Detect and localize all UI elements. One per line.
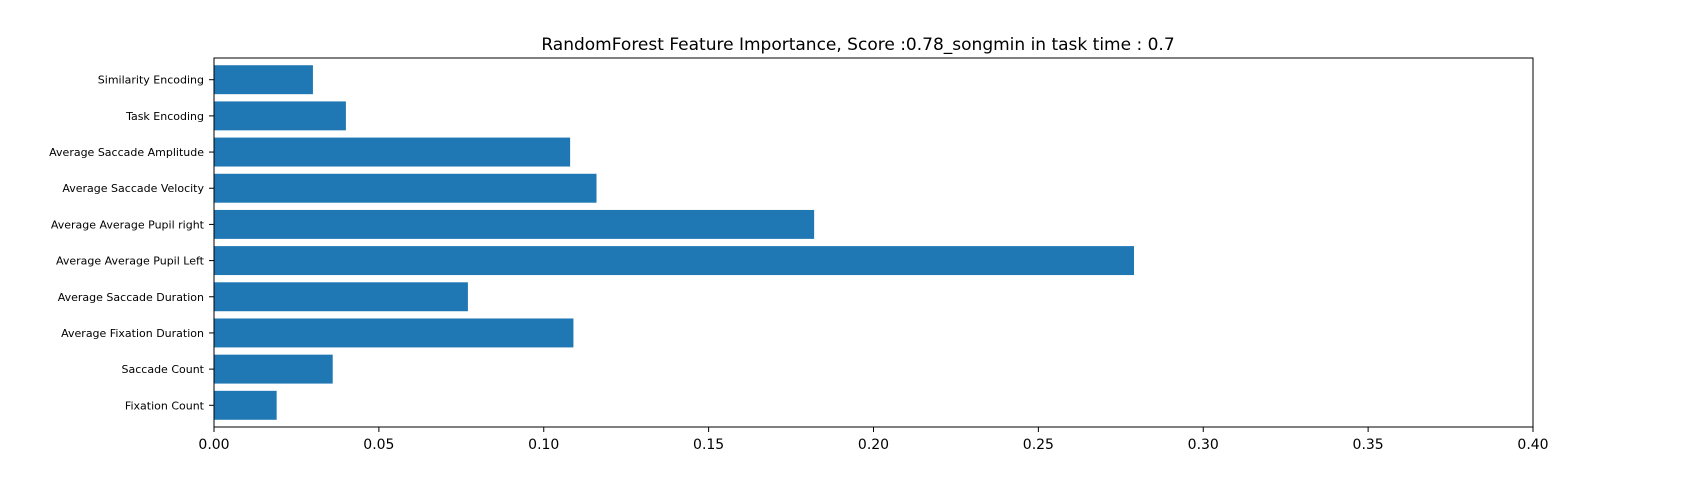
y-tick-label: Average Saccade Duration <box>58 291 204 304</box>
y-tick-label: Average Fixation Duration <box>61 327 204 340</box>
bar-similarity-encoding <box>214 65 313 95</box>
bar-average-saccade-duration <box>214 282 468 312</box>
chart-title: RandomForest Feature Importance, Score :… <box>541 35 1174 55</box>
bar-average-saccade-velocity <box>214 173 597 203</box>
y-tick-label: Average Average Pupil Left <box>56 255 205 268</box>
x-axis: 0.00 0.05 0.10 0.15 0.20 0.25 0.30 0.35 0.40 <box>198 427 1549 453</box>
y-tick-label: Task Encoding <box>125 110 204 123</box>
y-tick-label: Average Saccade Amplitude <box>49 146 204 159</box>
x-tick-label: 0.00 <box>198 437 229 453</box>
bars-group <box>214 65 1135 420</box>
x-tick-label: 0.15 <box>693 437 724 453</box>
y-tick-label: Average Average Pupil right <box>51 218 205 231</box>
bar-saccade-count <box>214 354 333 384</box>
bar-average-average-pupil-left <box>214 246 1135 276</box>
bar-average-fixation-duration <box>214 318 574 348</box>
bar-average-average-pupil-right <box>214 209 815 239</box>
plot-area-frame <box>213 57 1534 428</box>
x-tick-label: 0.10 <box>528 437 559 453</box>
y-tick-label: Saccade Count <box>122 363 205 376</box>
y-tick-label: Similarity Encoding <box>98 74 204 87</box>
bar-average-saccade-amplitude <box>214 137 571 167</box>
x-tick-label: 0.25 <box>1023 437 1054 453</box>
x-tick-label: 0.35 <box>1353 437 1384 453</box>
x-tick-label: 0.40 <box>1517 437 1548 453</box>
y-tick-label: Fixation Count <box>125 399 205 412</box>
x-tick-label: 0.20 <box>858 437 889 453</box>
x-tick-label: 0.05 <box>363 437 394 453</box>
bar-task-encoding <box>214 101 346 131</box>
y-axis: Fixation Count Saccade Count Average Fixat… <box>49 74 214 412</box>
bar-fixation-count <box>214 390 277 420</box>
y-tick-label: Average Saccade Velocity <box>62 182 204 195</box>
x-tick-label: 0.30 <box>1188 437 1219 453</box>
